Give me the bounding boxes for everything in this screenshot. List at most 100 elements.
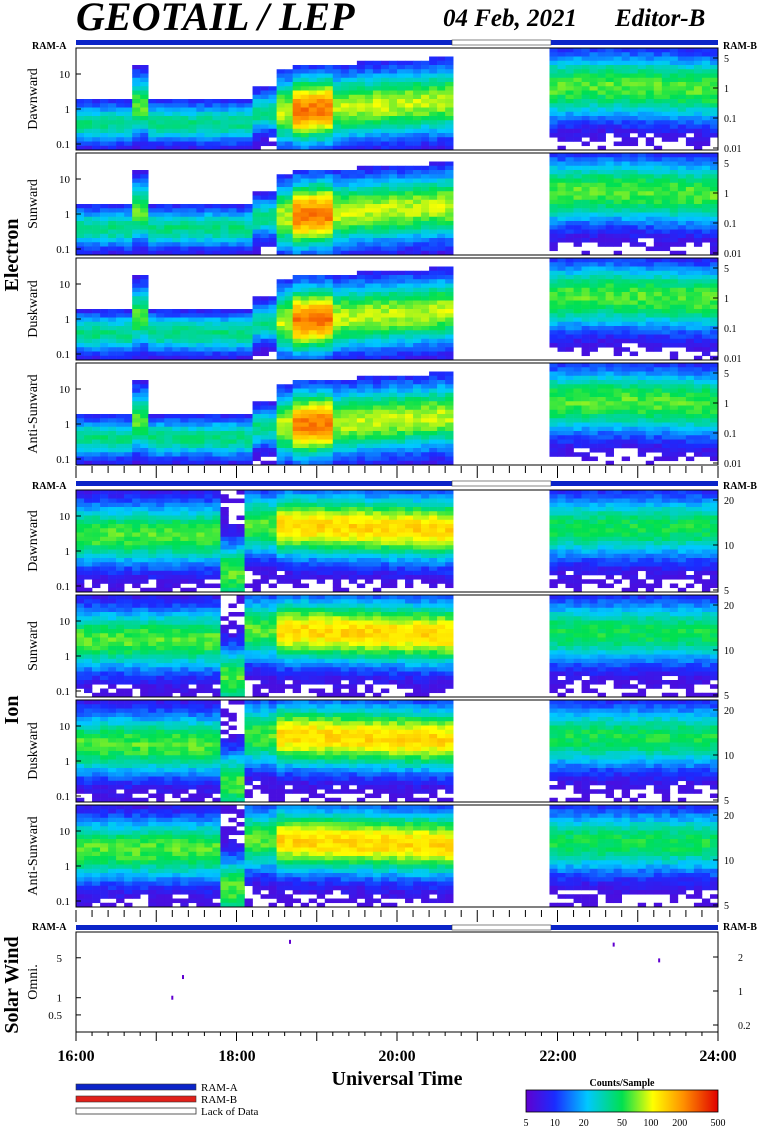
spectrogram-cell [268,443,277,449]
spectrogram-cell [597,77,606,83]
spectrogram-cell [445,401,454,406]
spectrogram-cell [316,388,326,394]
spectrogram-cell [116,246,125,252]
spectrogram-cell [188,221,197,226]
spectrogram-cell [629,367,639,372]
spectrogram-cell [685,111,695,117]
spectrogram-cell [557,317,566,323]
spectrogram-cell [316,170,326,175]
spectrogram-cell [581,351,590,357]
spectrogram-cell [597,65,606,70]
spectrogram-cell [437,431,446,436]
spectrogram-cell [364,107,374,113]
spectrogram-cell [92,212,101,218]
spectrogram-cell [244,435,253,440]
spectrogram-cell [661,287,671,293]
y-right-tick-label: 5 [724,54,729,65]
spectrogram-cell [421,174,430,179]
spectrogram-cell [252,208,261,213]
spectrogram-cell [244,120,253,125]
spectrogram-cell [188,448,197,453]
spectrogram-cell [140,321,149,327]
spectrogram-cell [348,317,358,323]
spectrogram-cell [348,250,358,256]
spectrogram-cell [164,107,173,113]
spectrogram-cell [597,107,606,113]
spectrogram-cell [212,338,221,344]
spectrogram-cell [164,141,173,147]
spectrogram-cell [228,124,237,130]
spectrogram-cell [380,426,390,432]
spectrogram-cell [581,116,590,121]
spectrogram-cell [397,397,406,402]
spectrogram-cell [252,439,261,445]
spectrogram-cell [284,401,293,406]
spectrogram-cell [300,216,310,222]
spectrogram-cell [645,275,655,280]
spectrogram-cell [701,443,711,449]
spectrogram-cell [589,238,598,243]
spectrogram-cell [276,141,285,147]
spectrogram-cell [653,178,663,184]
spectrogram-cell [549,246,558,252]
spectrogram-cell [220,326,229,331]
spectrogram-cell [677,435,687,440]
spectrogram-cell [132,452,141,457]
spectrogram-cell [316,229,326,235]
spectrogram-cell [645,99,655,104]
spectrogram-cell [701,86,711,91]
spectrogram-cell [148,418,157,423]
spectrogram-cell [645,266,655,272]
spectrogram-cell [709,56,719,62]
spectrogram-cell [613,418,623,423]
spectrogram-cell [220,334,229,340]
spectrogram-cell [557,283,566,289]
spectrogram-cell [356,375,366,381]
spectrogram-cell [108,326,117,331]
spectrogram-cell [661,330,671,335]
spectrogram-cell [605,69,614,74]
spectrogram-cell [372,99,382,104]
spectrogram-cell [244,431,253,436]
spectrogram-cell [324,233,334,239]
spectrogram-cell [100,448,109,453]
spectrogram-cell [605,187,614,192]
spectrogram-cell [308,313,318,318]
spectrogram-cell [573,221,582,226]
spectrogram-cell [324,111,334,117]
spectrogram-cell [364,300,374,306]
spectrogram-cell [405,73,414,79]
spectrogram-cell [637,153,647,158]
spectrogram-cell [84,250,93,256]
spectrogram-cell [388,292,398,297]
spectrogram-cell [429,56,438,62]
spectrogram-cell [445,426,454,432]
spectrogram-cell [308,300,318,306]
spectrogram-cell [212,116,221,121]
spectrogram-cell [92,321,101,327]
spectrogram-cell [156,309,165,314]
spectrogram-cell [645,73,655,79]
ram-label-left: RAM-A [32,41,67,52]
spectrogram-cell [677,262,687,267]
spectrogram-cell [356,77,366,83]
spectrogram-cell [236,414,245,419]
spectrogram-cell [300,334,310,340]
spectrogram-cell [284,300,293,306]
spectrogram-cell [316,397,326,402]
spectrogram-cell [413,107,422,113]
spectrogram-cell [220,246,229,252]
spectrogram-cell [140,443,149,449]
spectrogram-cell [685,82,695,87]
spectrogram-cell [164,426,173,432]
spectrogram-cell [148,133,157,138]
spectrogram-cell [308,443,318,449]
spectrogram-cell [236,435,245,440]
spectrogram-cell [364,287,374,293]
spectrogram-cell [140,347,149,352]
spectrogram-cell [164,431,173,436]
spectrogram-cell [380,439,390,445]
spectrogram-cell [709,212,719,218]
spectrogram-cell [348,94,358,100]
spectrogram-cell [637,56,647,62]
